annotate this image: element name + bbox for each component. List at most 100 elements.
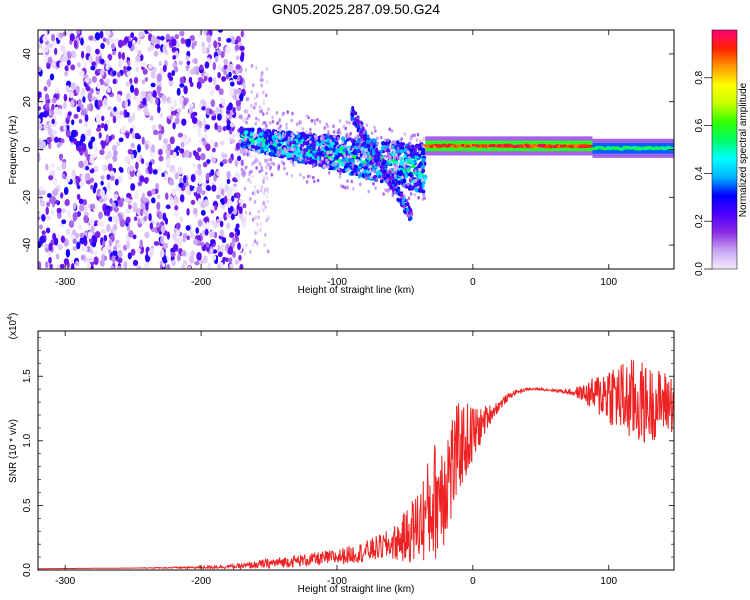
spectrogram-cell: [73, 40, 78, 49]
spectrogram-cell: [60, 208, 66, 213]
spectrogram-cell: [322, 135, 325, 139]
spectrogram-cell: [100, 175, 105, 180]
spectrogram-cell: [111, 144, 118, 152]
snr-y-multiplier-open: (x10: [8, 319, 19, 339]
spectrogram-cell: [160, 125, 165, 135]
spectrogram-cell: [118, 51, 122, 60]
spectrogram-cell: [127, 252, 132, 260]
spectrogram-cell: [292, 134, 295, 139]
spectrogram-cell: [105, 223, 111, 233]
colorbar-label: Normalized spectral amplitude: [738, 82, 749, 217]
spectrogram-cell: [196, 81, 202, 90]
spectrogram-cell: [221, 114, 227, 124]
spectrogram-cell: [249, 127, 255, 132]
spectrogram-cell: [44, 243, 50, 249]
spectrogram-cell: [311, 145, 316, 151]
spectrogram-cell: [323, 126, 327, 130]
spectrogram-cell: [209, 140, 214, 146]
spectrogram-cell: [340, 184, 343, 188]
spectrogram-cell: [78, 90, 83, 99]
spectrogram-cell: [278, 118, 282, 122]
spectrogram-cell: [97, 99, 103, 108]
spectrogram-y-tick-label: 40: [22, 48, 33, 60]
spectrogram-cell: [70, 82, 75, 90]
spectrogram-cell: [200, 99, 206, 105]
spectrogram-cell: [263, 191, 266, 196]
spectrogram-cell: [155, 39, 161, 45]
spectrogram-cell: [246, 152, 249, 157]
spectrogram-cell: [313, 179, 316, 184]
spectrogram-cell: [365, 176, 368, 181]
spectrogram-cell: [340, 136, 346, 142]
spectrogram-cell: [139, 208, 144, 217]
spectrogram-cell: [196, 185, 203, 194]
spectrogram-cell: [159, 249, 165, 258]
spectrogram-cell: [242, 83, 246, 90]
spectrogram-cell: [228, 102, 233, 111]
spectrogram-cell: [358, 163, 363, 167]
spectrogram-cell: [253, 96, 256, 101]
spectrogram-cell: [112, 115, 117, 124]
spectrogram-cell: [157, 166, 162, 173]
spectrogram-cell: [277, 153, 281, 157]
spectrogram-cell: [237, 155, 242, 162]
spectrogram-cell: [222, 256, 227, 262]
spectrogram-cell: [174, 117, 180, 125]
spectrogram-cell: [368, 154, 372, 159]
spectrogram-cell: [319, 159, 323, 164]
spectrogram-cell: [192, 163, 197, 168]
spectrogram-cell: [180, 37, 185, 44]
spectrogram-cell: [217, 64, 223, 72]
spectrogram-cell: [61, 161, 67, 170]
spectrogram-cell: [152, 90, 157, 98]
spectrogram-cell: [367, 189, 371, 194]
spectrogram-cell: [381, 165, 385, 169]
spectrogram-cell: [128, 40, 132, 49]
spectrogram-cell: [380, 176, 383, 181]
spectrogram-cell: [132, 234, 137, 240]
spectrogram-cell: [125, 216, 131, 224]
spectrogram-cell: [311, 164, 315, 169]
spectrogram-cell: [217, 30, 223, 33]
spectrogram-cell: [369, 175, 373, 179]
spectrogram-cell: [239, 93, 244, 102]
spectrogram-cell: [318, 163, 324, 168]
spectrogram-cell: [351, 113, 355, 117]
spectrogram-x-tick-label: -200: [191, 277, 211, 288]
spectrogram-cell: [137, 217, 142, 225]
spectrogram-cell: [235, 223, 240, 229]
spectrogram-cell: [101, 85, 106, 92]
spectrogram-cell: [90, 88, 94, 94]
spectrogram-cell: [357, 153, 361, 158]
spectrogram-cell: [307, 152, 311, 158]
spectrogram-cell: [130, 84, 135, 93]
spectrogram-cell: [117, 265, 122, 269]
spectrogram-cell: [192, 207, 198, 215]
spectrogram-cell: [264, 232, 267, 237]
spectrogram-cell: [79, 237, 85, 245]
spectrogram-cell: [219, 140, 225, 146]
spectrogram-cell: [88, 140, 94, 150]
spectrogram-cell: [126, 240, 131, 249]
spectrogram-cell: [352, 149, 356, 155]
spectrogram-cell: [83, 158, 88, 167]
spectrogram-cell: [49, 163, 56, 169]
spectrogram-cell: [377, 153, 381, 158]
spectrogram-cell: [86, 128, 92, 137]
spectrogram-cell: [178, 182, 184, 188]
spectrogram-cell: [79, 70, 85, 77]
spectrogram-cell: [317, 159, 320, 164]
spectrogram-cell: [272, 146, 276, 151]
spectrogram-cell: [44, 102, 50, 110]
spectrogram-cell: [238, 254, 242, 261]
spectrogram-cell: [38, 66, 42, 73]
spectrogram-cell: [327, 160, 330, 164]
spectrogram-cell: [347, 147, 351, 152]
spectrogram-cell: [252, 242, 255, 247]
spectrogram-cell: [396, 146, 400, 150]
spectrogram-cell: [81, 87, 86, 97]
spectrogram-cell: [263, 134, 268, 140]
spectrogram-cell: [176, 253, 181, 262]
spectrogram-cell: [92, 141, 97, 149]
spectrogram-cell: [279, 124, 282, 128]
